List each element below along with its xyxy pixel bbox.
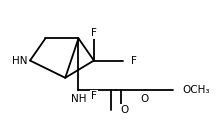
- Text: O: O: [121, 105, 129, 115]
- Text: OCH₃: OCH₃: [182, 85, 209, 95]
- Text: F: F: [91, 28, 97, 38]
- Text: NH: NH: [71, 94, 86, 104]
- Text: O: O: [140, 94, 149, 104]
- Text: O: O: [182, 85, 190, 95]
- Text: F: F: [91, 91, 97, 101]
- Text: F: F: [131, 56, 137, 66]
- Text: HN: HN: [12, 56, 28, 66]
